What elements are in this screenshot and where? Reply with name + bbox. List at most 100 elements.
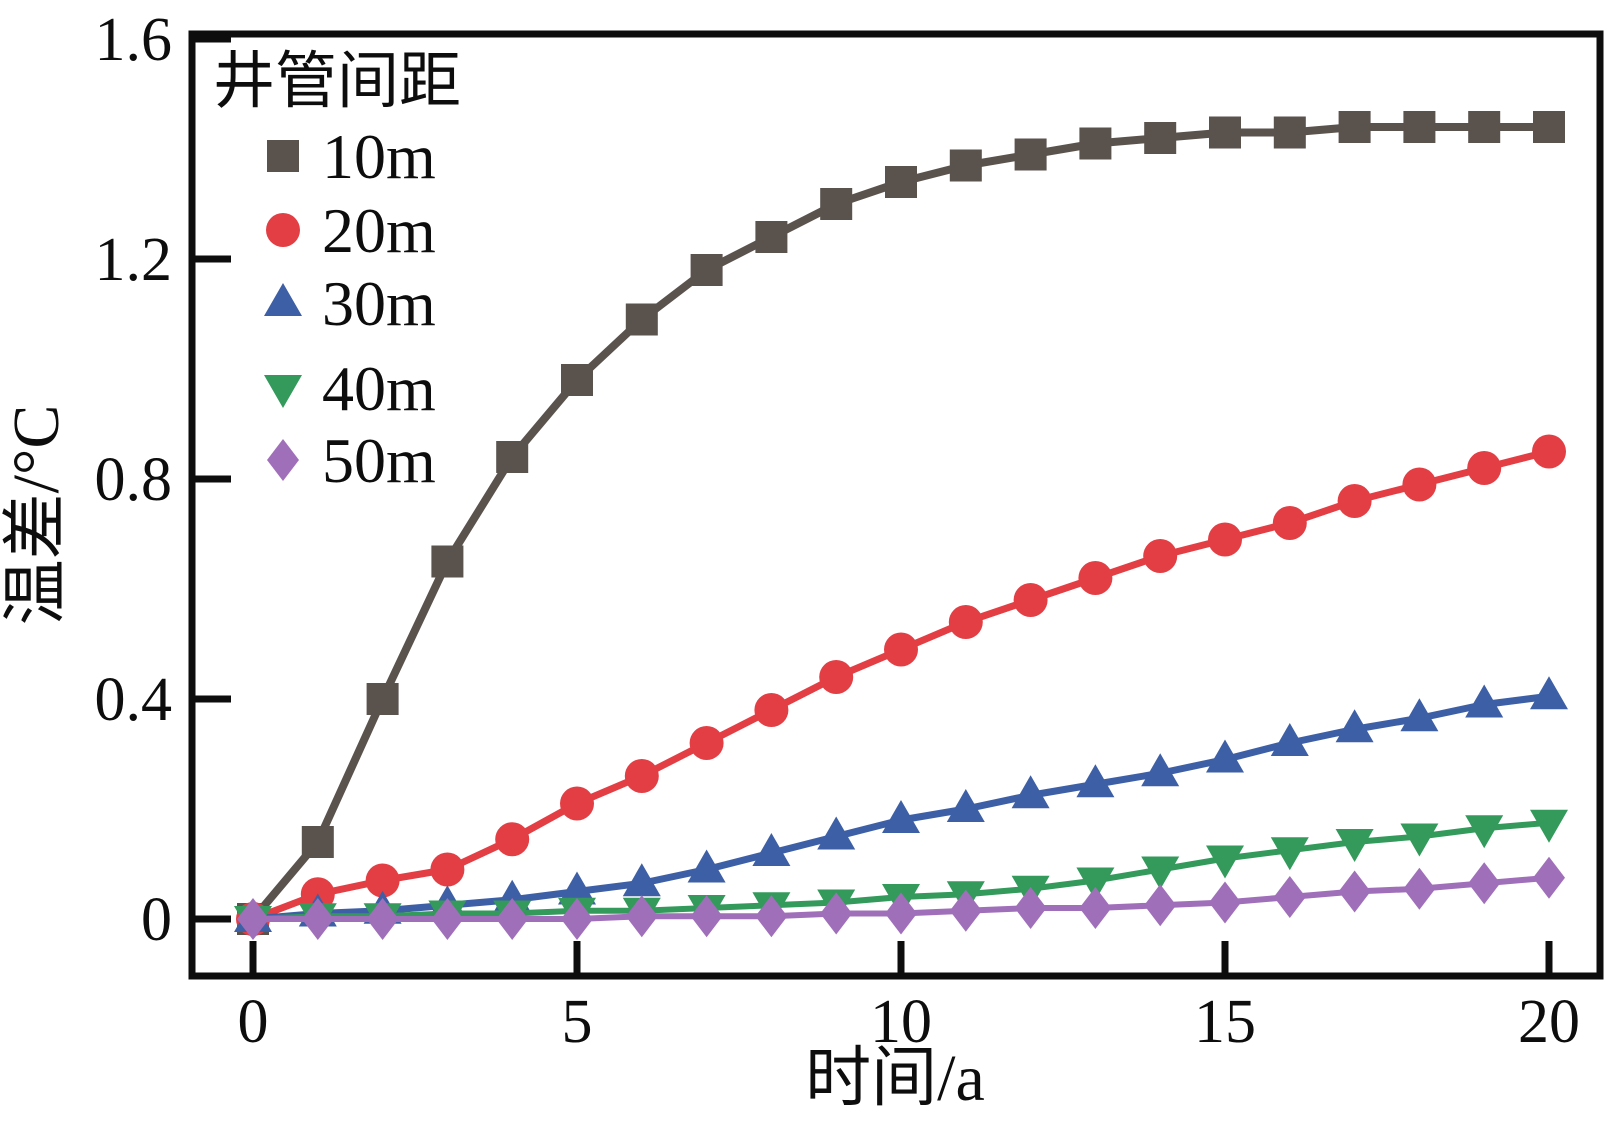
square-marker	[1403, 111, 1436, 143]
triangle-up-marker	[752, 833, 791, 866]
circle-marker	[1532, 434, 1566, 469]
y-tick-label: 0.8	[95, 446, 173, 514]
triangle-up-marker	[1141, 753, 1180, 787]
diamond-marker	[1468, 862, 1501, 905]
diamond-marker	[431, 898, 464, 940]
triangle-up-marker	[817, 816, 856, 850]
legend-item-50m: 50m	[267, 425, 436, 496]
circle-marker	[365, 863, 400, 898]
circle-marker	[948, 605, 983, 639]
square-marker	[366, 683, 399, 715]
diamond-marker	[1273, 876, 1306, 918]
legend-item-label: 50m	[322, 425, 436, 496]
diamond-marker	[690, 895, 723, 938]
legend-item-40m: 40m	[264, 353, 436, 424]
square-marker	[1533, 111, 1565, 143]
circle-marker	[1272, 506, 1307, 540]
ticks-layer	[195, 35, 1553, 973]
series-50m	[237, 856, 1565, 940]
triangle-up-marker	[1076, 764, 1115, 798]
square-marker	[1468, 111, 1501, 143]
circle-marker	[560, 786, 594, 821]
circle-marker	[1337, 484, 1372, 518]
circle-marker	[1208, 522, 1242, 557]
legend-title: 井管间距	[213, 48, 461, 116]
legend-item-20m: 20m	[266, 195, 436, 266]
diamond-marker	[237, 898, 269, 940]
legend-item-label: 10m	[322, 121, 436, 192]
triangle-down-marker	[1141, 856, 1180, 890]
square-marker	[885, 166, 917, 198]
series-layer	[234, 111, 1568, 940]
circle-marker	[884, 632, 918, 667]
triangle-down-marker	[1530, 809, 1568, 843]
triangle-up-marker	[946, 789, 985, 822]
series-10m	[237, 111, 1565, 935]
diamond-marker	[1014, 887, 1047, 929]
square-marker	[625, 303, 658, 336]
plot-frame	[188, 30, 1604, 980]
diamond-marker	[1144, 884, 1177, 927]
circle-marker	[1078, 561, 1113, 595]
triangle-up-marker	[1335, 709, 1374, 743]
diamond-marker	[1533, 856, 1565, 899]
circle-marker	[1402, 467, 1437, 502]
circle-marker	[430, 852, 465, 887]
triangle-down-marker	[1076, 867, 1115, 901]
circle-marker	[1013, 583, 1048, 617]
diamond-marker	[267, 439, 299, 481]
circle-marker	[495, 822, 530, 857]
circle-marker	[689, 726, 724, 760]
x-tick-label: 5	[562, 988, 593, 1056]
triangle-up-marker	[1270, 723, 1309, 756]
triangle-up-marker	[558, 871, 596, 905]
diamond-marker	[1209, 881, 1241, 924]
square-marker	[690, 254, 723, 286]
square-marker	[431, 545, 464, 578]
x-tick-label: 15	[1194, 988, 1256, 1056]
diamond-marker	[1079, 887, 1112, 929]
tick-labels-layer: 0 0.4 0.8 1.2 1.6 0 5 10 15 20	[95, 6, 1581, 1056]
x-tick-label: 10	[870, 988, 932, 1056]
circle-marker	[1143, 539, 1178, 573]
diamond-marker	[561, 898, 593, 940]
diamond-marker	[949, 889, 982, 932]
triangle-up-marker	[687, 849, 726, 883]
y-tick-label: 1.6	[95, 6, 173, 74]
square-marker	[1144, 122, 1177, 154]
legend-item-label: 40m	[322, 353, 436, 424]
legend-item-10m: 10m	[267, 121, 436, 192]
square-marker	[301, 826, 334, 858]
y-axis-label: 温差/°C	[0, 405, 73, 626]
x-tick-label: 20	[1518, 988, 1580, 1056]
triangle-down-marker	[1335, 829, 1374, 862]
triangle-up-marker	[622, 863, 661, 897]
circle-marker	[624, 759, 659, 793]
diamond-marker	[1403, 867, 1436, 910]
square-marker	[820, 188, 853, 220]
triangle-down-marker	[1270, 837, 1309, 871]
plot-frame-layer	[188, 30, 1604, 980]
square-marker	[561, 364, 593, 396]
x-axis-label: 时间/a	[805, 1042, 985, 1115]
diamond-marker	[301, 898, 334, 940]
triangle-up-marker	[1011, 775, 1050, 809]
triangle-down-marker	[264, 375, 302, 408]
y-tick-label: 1.2	[95, 226, 173, 294]
square-marker	[1273, 116, 1306, 149]
triangle-up-marker	[1530, 676, 1568, 710]
square-marker	[1079, 127, 1112, 160]
y-tick-label: 0.4	[95, 666, 173, 734]
triangle-up-marker	[882, 800, 920, 833]
circle-marker	[754, 693, 789, 727]
circle-marker	[1467, 451, 1502, 485]
triangle-up-marker	[1206, 739, 1244, 773]
diamond-marker	[885, 892, 917, 935]
diamond-marker	[496, 898, 529, 940]
legend-item-label: 20m	[322, 195, 436, 266]
square-marker	[949, 149, 982, 182]
triangle-down-marker	[1400, 823, 1439, 857]
